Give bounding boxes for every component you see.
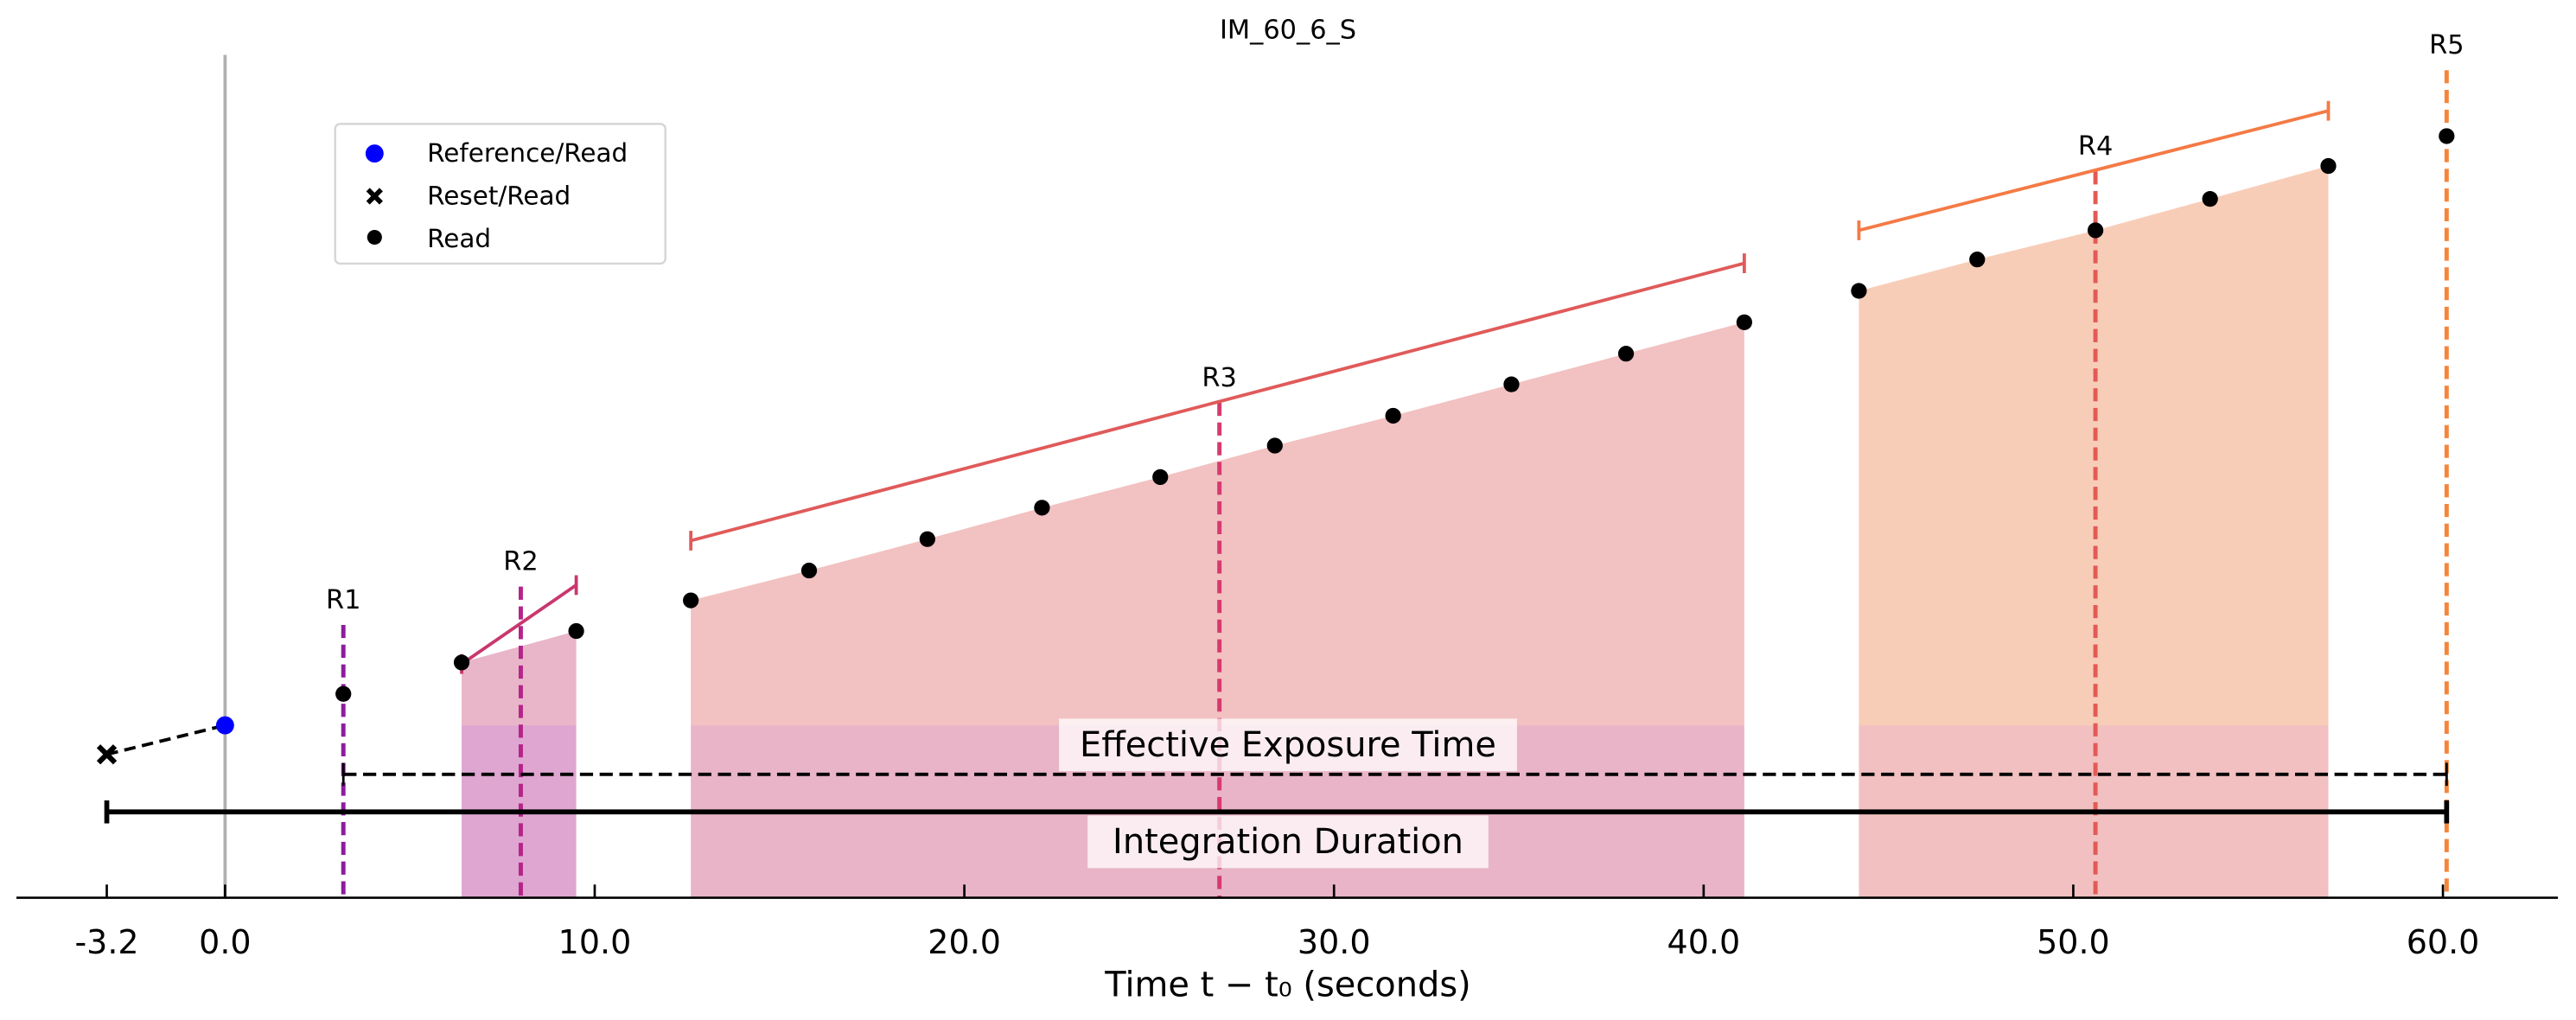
read-point — [919, 531, 935, 547]
x-tick-label: 20.0 — [928, 923, 1001, 961]
region-upper-r4 — [1859, 166, 2329, 726]
x-tick-label: -3.2 — [74, 923, 138, 961]
x-tick-label: 10.0 — [558, 923, 632, 961]
bracket-r3 — [690, 261, 1745, 543]
bracket-r2 — [460, 583, 577, 666]
integration-duration-label: Integration Duration — [1087, 815, 1489, 869]
legend-read-marker — [367, 229, 382, 245]
resultant-label-r2: R2 — [503, 547, 538, 577]
read-point — [2202, 191, 2218, 207]
read-point — [1034, 500, 1050, 516]
x-tick-label: 0.0 — [199, 923, 251, 961]
read-point — [453, 654, 470, 671]
reset-read-marker — [96, 744, 118, 765]
legend-reference-label: Reference/Read — [427, 138, 628, 168]
chart-title: IM_60_6_S — [1220, 16, 1356, 46]
effective-exposure-label-text: Effective Exposure Time — [1080, 725, 1496, 765]
resultant-lines: R1 R2 R3 R4 R5 — [326, 30, 2464, 898]
read-point — [683, 592, 699, 609]
duration-lines: Effective Exposure Time Integration Durat… — [104, 718, 2450, 869]
legend-reset-label: Reset/Read — [427, 182, 571, 211]
read-point — [800, 562, 818, 579]
effective-exposure-label-background — [1059, 718, 1517, 772]
reference-read-marker — [215, 716, 234, 735]
legend-reference-marker — [365, 144, 384, 163]
resultant-label-r3: R3 — [1202, 363, 1236, 393]
integration-duration-label-text: Integration Duration — [1113, 822, 1463, 862]
read-point — [1385, 407, 1401, 424]
integration-duration-label-background — [1087, 815, 1489, 869]
read-point — [2320, 157, 2337, 175]
x-axis: -3.2 0.0 10.0 20.0 30.0 40.0 50.0 60.0 — [16, 884, 2559, 961]
x-tick-label: 40.0 — [1667, 923, 1741, 961]
read-point — [1152, 469, 1169, 486]
data-points — [96, 128, 2455, 765]
reset-to-reference-line — [106, 724, 226, 756]
effective-exposure-label: Effective Exposure Time — [1059, 718, 1517, 772]
read-point — [2439, 128, 2455, 144]
read-point — [335, 685, 352, 702]
shaded-regions — [462, 166, 2329, 898]
bracket-r4 — [1858, 109, 2329, 233]
read-point — [1736, 314, 1752, 330]
read-point — [1851, 283, 1867, 299]
x-axis-label: Time t − t₀ (seconds) — [1104, 966, 1470, 1005]
read-point — [1969, 252, 1986, 268]
legend-read-label: Read — [427, 224, 491, 253]
resultant-label-r4: R4 — [2078, 131, 2113, 162]
read-point — [1266, 437, 1283, 454]
x-tick-label: 30.0 — [1298, 923, 1371, 961]
read-point — [568, 622, 584, 640]
resultant-brackets — [460, 100, 2331, 674]
read-point — [2087, 222, 2104, 239]
read-point — [1503, 376, 1520, 392]
x-tick-label: 50.0 — [2037, 923, 2110, 961]
resultant-label-r1: R1 — [326, 585, 360, 615]
x-tick-label: 60.0 — [2407, 923, 2480, 961]
resultant-label-r5: R5 — [2429, 30, 2464, 61]
read-point — [1617, 346, 1635, 362]
legend: Reference/Read Reset/Read Read — [334, 123, 666, 265]
legend-reset-marker — [366, 188, 383, 205]
